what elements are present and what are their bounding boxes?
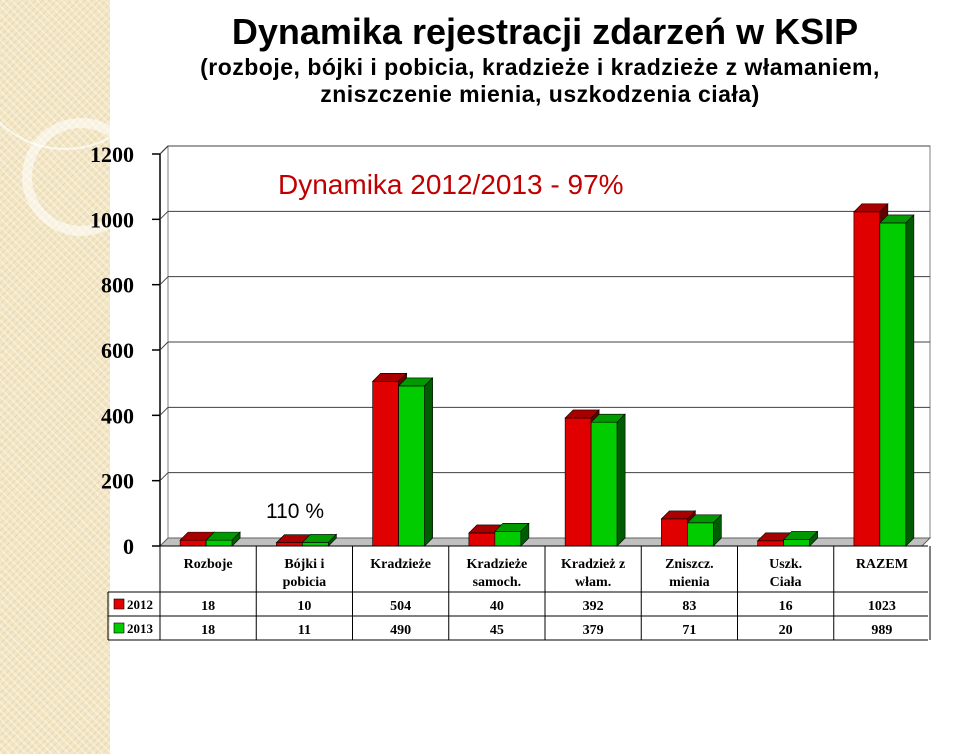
y-tick-label: 200 xyxy=(101,469,134,494)
category-label: Uszk. xyxy=(769,557,802,572)
category-label: Rozboje xyxy=(184,557,233,572)
bar-side-2013-6 xyxy=(809,530,818,547)
bar-side-2013-3 xyxy=(520,522,530,547)
bar-side-2013-4 xyxy=(616,413,626,547)
bar-side-2013-7 xyxy=(905,214,915,547)
legend-label-2012: 2012 xyxy=(127,597,153,612)
y-tick-label: 400 xyxy=(101,403,134,428)
annotation-dynamika: Dynamika 2012/2013 - 97% xyxy=(278,169,624,200)
gridline-depth xyxy=(159,210,169,220)
data-label-2012-4: 392 xyxy=(583,599,604,614)
chart-subtitle-line-1: (rozboje, bójki i pobicia, kradzieże i k… xyxy=(200,54,880,80)
y-tick-label: 1200 xyxy=(90,142,134,167)
gridline-depth xyxy=(159,145,169,155)
y-tick-label: 800 xyxy=(101,273,134,298)
bar-2013-2 xyxy=(398,385,425,547)
data-label-2013-4: 379 xyxy=(583,623,604,638)
legend-label-2013: 2013 xyxy=(127,621,154,636)
category-label: RAZEM xyxy=(856,557,908,572)
bar-2013-0 xyxy=(205,539,233,547)
data-label-2012-7: 1023 xyxy=(868,599,896,614)
bar-2013-3 xyxy=(494,530,522,547)
y-tick-label: 1000 xyxy=(90,207,134,232)
data-label-2013-2: 490 xyxy=(390,623,411,638)
bar-2012-5 xyxy=(661,518,688,547)
data-label-2012-3: 40 xyxy=(490,599,504,614)
annotation-bojki: 110 % xyxy=(266,500,324,523)
bar-2013-5 xyxy=(687,522,714,547)
category-label: Bójki i xyxy=(284,557,324,572)
data-label-2013-1: 11 xyxy=(298,623,311,638)
bar-2012-4 xyxy=(564,417,592,547)
category-label: Kradzież z xyxy=(561,557,625,572)
data-label-2013-7: 989 xyxy=(871,623,892,638)
chart-title: Dynamika rejestracji zdarzeń w KSIP xyxy=(231,11,859,52)
data-label-2012-0: 18 xyxy=(201,599,215,614)
bar-side-2013-2 xyxy=(424,377,433,547)
category-label: Ciała xyxy=(770,575,802,590)
bar-2012-7 xyxy=(853,211,881,547)
y-tick-label: 0 xyxy=(123,534,134,559)
data-label-2013-3: 45 xyxy=(490,623,504,638)
category-label: pobicia xyxy=(283,575,327,590)
bar-side-2013-0 xyxy=(231,531,241,547)
bar-2013-6 xyxy=(783,539,810,547)
data-label-2013-0: 18 xyxy=(201,623,215,638)
data-label-2012-5: 83 xyxy=(682,599,696,614)
bar-2012-0 xyxy=(179,539,207,547)
bar-2012-6 xyxy=(757,540,784,547)
decorative-ring xyxy=(22,118,140,236)
category-label: Kradzieże xyxy=(467,557,528,572)
gridline-depth xyxy=(159,406,169,416)
data-label-2013-6: 20 xyxy=(779,623,793,638)
bar-side-2013-5 xyxy=(713,514,722,547)
gridline-depth xyxy=(159,276,169,286)
data-label-2012-6: 16 xyxy=(779,599,793,614)
data-label-2012-2: 504 xyxy=(390,599,411,614)
gridline-depth xyxy=(159,472,169,482)
title-block: Dynamika rejestracji zdarzeń w KSIP (roz… xyxy=(120,10,960,108)
bar-2013-1 xyxy=(302,542,329,547)
legend-key-2012 xyxy=(113,598,125,610)
category-label: Kradzieże xyxy=(370,557,431,572)
category-label: włam. xyxy=(575,575,611,590)
y-tick-label: 600 xyxy=(101,338,134,363)
bar-2012-2 xyxy=(372,381,399,547)
chart-subtitle-line-2: zniszczenie mienia, uszkodzenia ciała) xyxy=(320,81,760,107)
category-label: mienia xyxy=(669,575,709,590)
data-label-2012-1: 10 xyxy=(297,599,311,614)
bar-2013-7 xyxy=(879,222,907,547)
gridline-depth xyxy=(159,341,169,351)
bar-side-2013-1 xyxy=(328,533,337,547)
bar-2013-4 xyxy=(590,421,618,547)
category-label: Zniszcz. xyxy=(665,557,714,572)
data-label-2013-5: 71 xyxy=(682,623,696,638)
legend-key-2013 xyxy=(113,622,125,634)
category-label: samoch. xyxy=(473,575,522,590)
bar-2012-3 xyxy=(468,532,496,547)
